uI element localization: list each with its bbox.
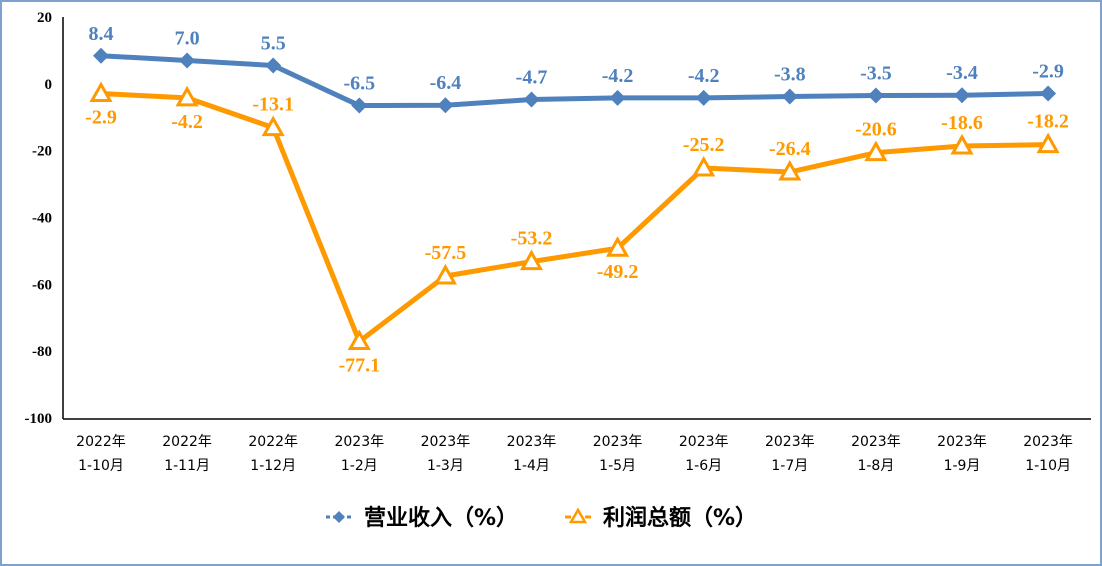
data-point-triangle <box>606 236 630 257</box>
data-label: -3.5 <box>860 63 892 85</box>
data-label: -18.2 <box>1027 111 1069 133</box>
legend-diamond-icon <box>333 511 345 523</box>
x-tick-label: 1-10月 <box>1025 458 1071 474</box>
y-tick-label: 20 <box>37 10 52 26</box>
x-tick-label: 2022年 <box>248 434 298 450</box>
data-point-triangle <box>778 159 802 181</box>
data-point-diamond <box>437 97 454 114</box>
data-label: 7.0 <box>175 27 200 49</box>
data-point-diamond <box>93 47 109 64</box>
y-tick-label: -60 <box>32 277 52 293</box>
data-label: -13.1 <box>252 94 294 116</box>
y-tick-label: -20 <box>32 144 52 160</box>
data-point-diamond <box>179 52 196 69</box>
data-label: -26.4 <box>769 138 811 160</box>
data-point-triangle <box>89 81 113 103</box>
data-label: -4.2 <box>171 111 203 133</box>
y-tick-label: -80 <box>32 344 52 360</box>
data-point-triangle <box>261 115 285 137</box>
series-line <box>100 53 1049 109</box>
x-tick-label: 2023年 <box>1023 434 1073 450</box>
data-point-diamond <box>1040 85 1057 102</box>
x-tick-label: 2023年 <box>937 434 987 450</box>
data-point-triangle <box>864 140 888 162</box>
data-label: -25.2 <box>683 134 725 156</box>
data-point-diamond <box>695 89 712 106</box>
data-label: -2.9 <box>85 107 117 129</box>
x-tick-label: 1-3月 <box>427 458 464 474</box>
x-tick-label: 2023年 <box>421 434 471 450</box>
x-tick-label: 1-4月 <box>513 458 550 474</box>
data-label: -20.6 <box>855 119 897 141</box>
data-label: -3.4 <box>946 62 978 84</box>
x-tick-label: 1-7月 <box>771 458 808 474</box>
x-tick-label: 2022年 <box>162 434 212 450</box>
data-point-diamond <box>351 97 368 114</box>
data-point-diamond <box>781 88 798 105</box>
y-tick-label: 0 <box>45 77 53 93</box>
y-tick-label: -100 <box>25 411 53 427</box>
x-tick-label: 1-8月 <box>857 458 894 474</box>
data-point-triangle <box>347 329 371 350</box>
data-label: -4.7 <box>516 67 548 89</box>
x-tick-label: 1-2月 <box>341 458 378 474</box>
data-label: 5.5 <box>261 32 286 54</box>
data-label: -49.2 <box>597 261 639 283</box>
x-tick-label: 2023年 <box>593 434 643 450</box>
data-label: -6.4 <box>430 72 462 94</box>
data-point-diamond <box>867 87 884 104</box>
data-point-triangle <box>433 263 457 285</box>
x-tick-label: 1-5月 <box>599 458 636 474</box>
data-point-triangle <box>1036 132 1060 154</box>
x-tick-label: 2023年 <box>507 434 557 450</box>
data-label: -2.9 <box>1032 61 1064 83</box>
data-label: -77.1 <box>338 354 380 376</box>
data-point-diamond <box>609 89 626 106</box>
data-label: 8.4 <box>89 23 114 45</box>
data-label: -4.2 <box>688 65 720 87</box>
x-tick-label: 2023年 <box>334 434 384 450</box>
y-tick-label: -40 <box>32 211 52 227</box>
legend-label: 营业收入（%） <box>364 505 518 531</box>
data-point-diamond <box>265 57 282 74</box>
data-point-diamond <box>523 91 540 108</box>
data-point-triangle <box>950 133 974 155</box>
x-tick-label: 1-12月 <box>250 458 296 474</box>
x-tick-label: 1-6月 <box>685 458 722 474</box>
data-point-triangle <box>692 155 716 177</box>
x-tick-label: 2022年 <box>76 434 126 450</box>
x-tick-label: 2023年 <box>765 434 815 450</box>
data-point-triangle <box>175 85 199 107</box>
x-tick-label: 1-11月 <box>164 458 210 474</box>
data-label: -18.6 <box>941 112 983 134</box>
x-tick-label: 2023年 <box>851 434 901 450</box>
series-line <box>100 91 1049 344</box>
x-tick-label: 2023年 <box>679 434 729 450</box>
data-label: -4.2 <box>602 65 634 87</box>
data-label: -6.5 <box>343 73 375 95</box>
data-label: -3.8 <box>774 64 806 86</box>
data-label: -57.5 <box>425 242 467 264</box>
data-point-diamond <box>954 87 970 104</box>
data-label: -53.2 <box>511 228 553 250</box>
legend-triangle-icon <box>568 507 588 524</box>
legend-label: 利润总额（%） <box>603 505 757 531</box>
data-point-triangle <box>519 249 544 271</box>
x-tick-label: 1-10月 <box>78 458 124 474</box>
x-tick-label: 1-9月 <box>944 458 981 474</box>
